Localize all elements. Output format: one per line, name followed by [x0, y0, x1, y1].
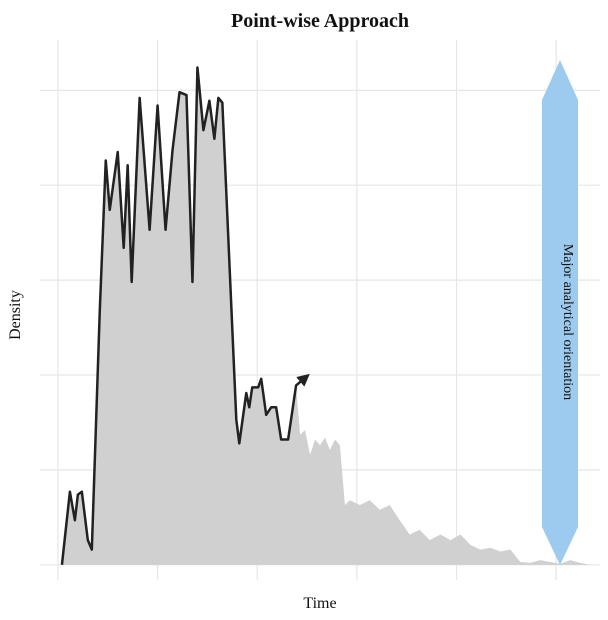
density-area [61, 67, 591, 565]
x-axis-label: Time [303, 595, 336, 612]
double-arrow [542, 60, 578, 565]
y-axis-label: Density [7, 290, 24, 340]
annotation: Major analytical orientation [560, 244, 575, 400]
trace-line [60, 66, 310, 565]
orientation-arrow: Major analytical orientation [542, 60, 578, 565]
marks [60, 66, 591, 565]
chart-title: Point-wise Approach [231, 10, 409, 32]
